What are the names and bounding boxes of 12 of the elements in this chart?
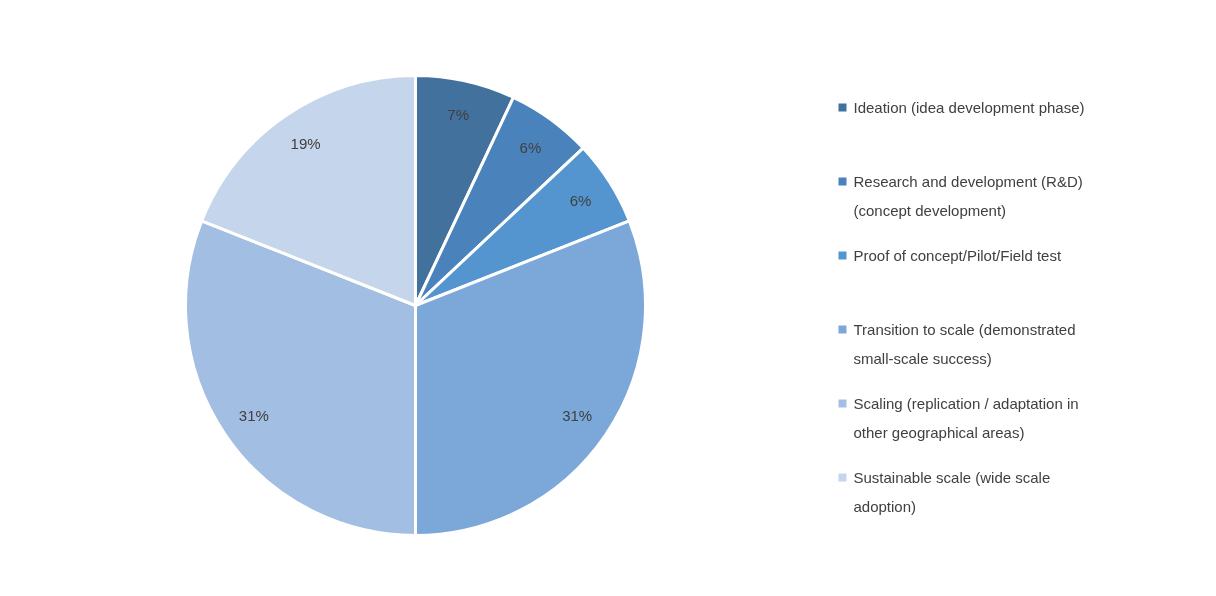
legend-label: Sustainable scale (wide scale adoption)	[853, 469, 1051, 515]
legend-label: Transition to scale (demonstrated small-scale success)	[853, 321, 1076, 367]
data-label: 19%	[290, 135, 321, 153]
data-label: 6%	[569, 192, 592, 210]
data-label: 31%	[238, 406, 269, 424]
legend-label: Scaling (replication / adaptation in other geographical areas)	[853, 395, 1079, 441]
legend-label: Proof of concept/Pilot/Field test	[853, 247, 1062, 264]
data-label: 31%	[562, 406, 593, 424]
data-label: 7%	[447, 106, 469, 124]
data-label: 6%	[519, 138, 542, 156]
legend-label: Research and development (R&D) (concept development)	[853, 173, 1083, 219]
legend-label: Ideation (idea development phase)	[853, 99, 1085, 116]
